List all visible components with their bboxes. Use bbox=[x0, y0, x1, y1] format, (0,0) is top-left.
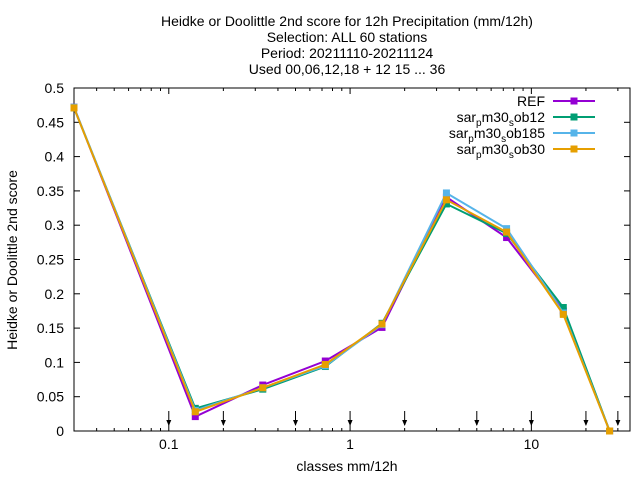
threshold-marker-head bbox=[615, 420, 621, 426]
legend-label-part: p bbox=[476, 150, 482, 161]
threshold-marker-head bbox=[402, 420, 408, 426]
legend-label-part: ob30 bbox=[514, 141, 545, 157]
y-tick-label: 0.5 bbox=[45, 80, 65, 96]
x-tick-label: 1 bbox=[346, 436, 354, 452]
data-point bbox=[442, 196, 450, 204]
threshold-marker-head bbox=[474, 420, 480, 426]
y-tick-label: 0.4 bbox=[45, 149, 65, 165]
threshold-marker-head bbox=[166, 420, 172, 426]
y-tick-label: 0.1 bbox=[45, 354, 65, 370]
data-point bbox=[321, 360, 329, 368]
plot-frame bbox=[73, 87, 631, 432]
data-point bbox=[70, 104, 78, 112]
chart-title: Heidke or Doolittle 2nd score for 12h Pr… bbox=[161, 13, 533, 77]
data-point bbox=[378, 320, 386, 328]
data-point bbox=[606, 427, 614, 435]
y-tick-label: 0 bbox=[56, 423, 64, 439]
legend-label-part: sar bbox=[457, 141, 477, 157]
legend-label-part: REF bbox=[517, 93, 545, 109]
title-line-4: Used 00,06,12,18 + 12 15 ... 36 bbox=[249, 61, 446, 77]
title-line-3: Period: 20211110-20211124 bbox=[261, 45, 434, 61]
y-tick-label: 0.45 bbox=[37, 114, 64, 130]
legend-label: sarpm30sob30 bbox=[457, 141, 546, 161]
data-point bbox=[442, 189, 450, 197]
series-layer bbox=[70, 103, 614, 435]
legend-label-part: m30 bbox=[482, 109, 509, 125]
threshold-marker-head bbox=[347, 420, 353, 426]
threshold-marker-head bbox=[293, 420, 299, 426]
x-tick-label: 0.1 bbox=[159, 436, 179, 452]
legend-label-part: m30 bbox=[474, 125, 501, 141]
data-point bbox=[503, 234, 511, 242]
threshold-marker-head bbox=[583, 420, 589, 426]
x-tick-label: 10 bbox=[524, 436, 540, 452]
legend-marker bbox=[570, 129, 578, 137]
legend-label-part: sar bbox=[457, 109, 477, 125]
legend-label: sarpm30sob185 bbox=[449, 125, 545, 145]
legend-label-part: s bbox=[509, 150, 514, 161]
legend-marker bbox=[570, 145, 578, 153]
legend-label-part: s bbox=[509, 118, 514, 129]
y-tick-label: 0.05 bbox=[37, 389, 64, 405]
legend-label-part: m30 bbox=[482, 141, 509, 157]
data-point bbox=[559, 310, 567, 318]
y-tick-label: 0.3 bbox=[45, 217, 65, 233]
data-point bbox=[191, 408, 199, 416]
title-line-2: Selection: ALL 60 stations bbox=[267, 29, 428, 45]
x-axis-label: classes mm/12h bbox=[296, 458, 397, 474]
y-tick-label: 0.2 bbox=[45, 286, 65, 302]
legend-label-part: p bbox=[476, 118, 482, 129]
y-tick-label: 0.25 bbox=[37, 252, 64, 268]
x-axis: 0.1 1 10 bbox=[73, 88, 619, 452]
title-line-1: Heidke or Doolittle 2nd score for 12h Pr… bbox=[161, 13, 533, 29]
data-point bbox=[503, 228, 511, 236]
legend-label-part: sar bbox=[449, 125, 469, 141]
y-tick-label: 0.35 bbox=[37, 183, 64, 199]
legend-label-part: p bbox=[468, 134, 474, 145]
y-axis-label: Heidke or Doolittle 2nd score bbox=[4, 170, 20, 350]
data-point bbox=[191, 413, 199, 421]
legend-label: REF bbox=[517, 93, 545, 109]
legend-label-part: ob185 bbox=[506, 125, 545, 141]
legend-marker bbox=[570, 97, 578, 105]
data-point bbox=[559, 304, 567, 312]
threshold-marker-head bbox=[220, 420, 226, 426]
threshold-marker-head bbox=[528, 420, 534, 426]
legend-label: sarpm30sob12 bbox=[457, 109, 546, 129]
data-point bbox=[259, 384, 267, 392]
legend-label-part: ob12 bbox=[514, 109, 545, 125]
legend-label-part: s bbox=[501, 134, 506, 145]
legend-marker bbox=[570, 113, 578, 121]
y-axis: 0 0.05 0.1 0.15 0.2 0.25 0.3 0.35 0.4 0.45 0.5 bbox=[37, 80, 630, 439]
data-point bbox=[442, 200, 450, 208]
y-tick-label: 0.15 bbox=[37, 320, 64, 336]
threshold-markers bbox=[166, 411, 621, 426]
